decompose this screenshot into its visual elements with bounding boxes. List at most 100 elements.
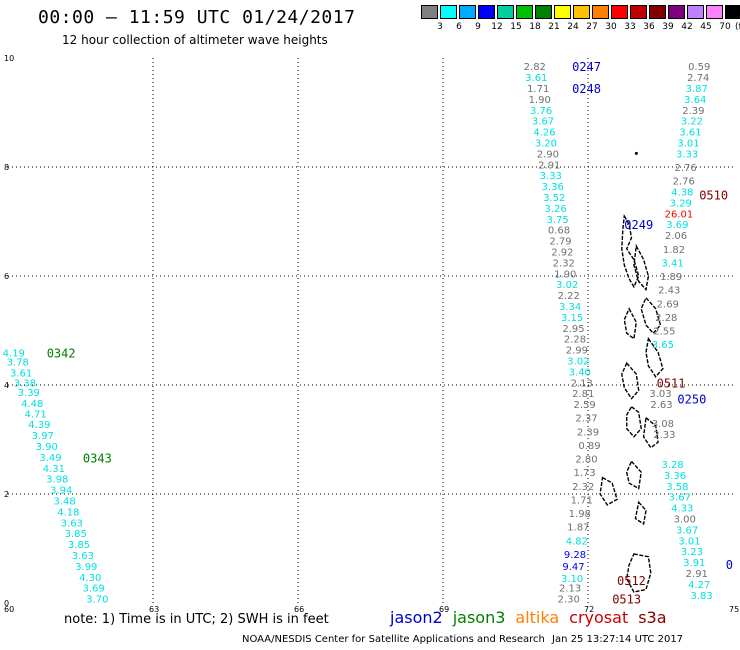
wave-height-value: 3.38 bbox=[14, 378, 36, 389]
wave-height-value: 1.71 bbox=[527, 84, 549, 95]
island-dot bbox=[634, 151, 638, 155]
wave-height-value: 3.26 bbox=[544, 204, 566, 215]
wave-height-value: 3.78 bbox=[7, 358, 29, 369]
wave-height-value: 4.30 bbox=[79, 573, 101, 584]
colorbar-swatch bbox=[706, 5, 723, 19]
pass-time-label: 0 bbox=[726, 558, 733, 572]
wave-height-value: 2.37 bbox=[575, 414, 597, 425]
atoll-outline bbox=[623, 307, 638, 340]
colorbar-swatch bbox=[554, 5, 571, 19]
wave-height-value: 3.22 bbox=[681, 117, 703, 128]
colorbar-label: 9 bbox=[475, 22, 481, 32]
wave-height-value: 0.68 bbox=[548, 226, 570, 237]
pass-time-label: 0511 bbox=[657, 376, 686, 390]
wave-height-value: 2.43 bbox=[658, 286, 680, 297]
colorbar-swatch bbox=[459, 5, 476, 19]
colorbar-label: 70 bbox=[719, 22, 731, 32]
wave-height-value: 2.28 bbox=[655, 313, 677, 324]
wave-height-value: 2.81 bbox=[572, 389, 594, 400]
colorbar-label: 36 bbox=[643, 22, 655, 32]
wave-height-value: 9.28 bbox=[564, 550, 586, 561]
wave-height-value: 0.59 bbox=[688, 62, 710, 73]
wave-height-value: 1.89 bbox=[660, 272, 682, 283]
wave-height-value: 2.32 bbox=[572, 482, 594, 493]
satellite-legend-item: cryosat bbox=[569, 608, 629, 627]
colorbar-swatch bbox=[611, 5, 628, 19]
pass-time-label: 0343 bbox=[83, 452, 112, 466]
colorbar-label: 3 bbox=[437, 22, 443, 32]
wave-height-value: 3.58 bbox=[666, 482, 688, 493]
colorbar-label: 27 bbox=[586, 22, 598, 32]
wave-height-value: 2.59 bbox=[573, 400, 595, 411]
pass-time-label: 0249 bbox=[624, 218, 653, 232]
wave-height-value: 2.22 bbox=[558, 291, 580, 302]
wave-height-value: 3.52 bbox=[543, 193, 565, 204]
wave-height-value: 2.92 bbox=[551, 248, 573, 259]
colorbar-swatch bbox=[573, 5, 590, 19]
wave-height-value: 3.61 bbox=[10, 369, 32, 380]
colorbar-label: 24 bbox=[567, 22, 579, 32]
atoll-outline bbox=[640, 296, 662, 335]
wave-height-value: 2.79 bbox=[549, 237, 571, 248]
colorbar-swatch bbox=[649, 5, 666, 19]
pass-time-label: 0342 bbox=[47, 346, 76, 360]
colorbar-swatch bbox=[497, 5, 514, 19]
colorbar-label: 30 bbox=[605, 22, 617, 32]
wave-height-value: 3.63 bbox=[61, 518, 83, 529]
wave-height-value: 4.38 bbox=[671, 188, 693, 199]
colorbar-label: 21 bbox=[548, 22, 560, 32]
colorbar-swatch bbox=[725, 5, 740, 19]
colorbar-label: 39 bbox=[662, 22, 674, 32]
wave-height-value: 3.98 bbox=[46, 475, 68, 486]
wave-height-value: 2.63 bbox=[650, 400, 672, 411]
wave-height-value: 4.48 bbox=[21, 399, 43, 410]
wave-height-value: 3.70 bbox=[86, 595, 108, 606]
wave-height-value: 2.82 bbox=[524, 62, 546, 73]
wave-height-value: 3.01 bbox=[678, 536, 700, 547]
colorbar-label: 12 bbox=[491, 22, 503, 32]
colorbar-unit: (ft) bbox=[735, 22, 740, 32]
wave-height-value: 3.90 bbox=[36, 442, 58, 453]
wave-height-value: 3.85 bbox=[68, 540, 90, 551]
y-tick-label: 2 bbox=[4, 490, 9, 499]
wave-height-value: 3.94 bbox=[50, 486, 72, 497]
wave-height-value: 3.01 bbox=[677, 139, 699, 150]
satellite-legend-item: jason3 bbox=[452, 608, 506, 627]
wave-height-value: 0.89 bbox=[578, 441, 600, 452]
wave-height-value: 3.29 bbox=[670, 198, 692, 209]
wave-height-value: 1.82 bbox=[663, 245, 685, 256]
wave-height-value: 3.39 bbox=[18, 388, 40, 399]
colorbar-swatch bbox=[421, 5, 438, 19]
wave-height-value: 3.20 bbox=[535, 139, 557, 150]
wave-height-value: 2.90 bbox=[537, 149, 559, 160]
wave-height-value: 3.10 bbox=[561, 574, 583, 585]
wave-height-value: 2.30 bbox=[558, 595, 580, 606]
pass-time-label: 0513 bbox=[612, 593, 641, 607]
wave-height-value: 2.39 bbox=[682, 106, 704, 117]
wave-height-value: 2.32 bbox=[553, 258, 575, 269]
wave-height-value: 9.47 bbox=[562, 562, 584, 573]
wave-height-value: 1.90 bbox=[529, 95, 551, 106]
atoll-outline bbox=[645, 336, 664, 378]
wave-height-value: 2.33 bbox=[653, 430, 675, 441]
wave-height-value: 3.48 bbox=[53, 497, 75, 508]
x-tick-label: 75 bbox=[729, 605, 739, 614]
atoll-outline bbox=[634, 500, 647, 526]
wave-height-value: 3.33 bbox=[676, 149, 698, 160]
wave-height-value: 2.95 bbox=[562, 324, 584, 335]
wave-height-value: 1.73 bbox=[573, 468, 595, 479]
wave-height-value: 3.36 bbox=[664, 471, 686, 482]
wave-height-value: 3.41 bbox=[661, 258, 683, 269]
wave-height-value: 3.67 bbox=[669, 493, 691, 504]
wave-height-value: 4.27 bbox=[688, 580, 710, 591]
x-tick-label: 69 bbox=[439, 605, 449, 614]
wave-height-value: 3.65 bbox=[652, 340, 674, 351]
wave-height-value: 2.06 bbox=[665, 231, 687, 242]
y-tick-label: 6 bbox=[4, 272, 9, 281]
atoll-outline bbox=[633, 243, 650, 292]
wave-height-value: 3.91 bbox=[683, 558, 705, 569]
wave-height-value: 2.13 bbox=[571, 378, 593, 389]
wave-height-value: 3.67 bbox=[676, 525, 698, 536]
colorbar-swatch bbox=[630, 5, 647, 19]
